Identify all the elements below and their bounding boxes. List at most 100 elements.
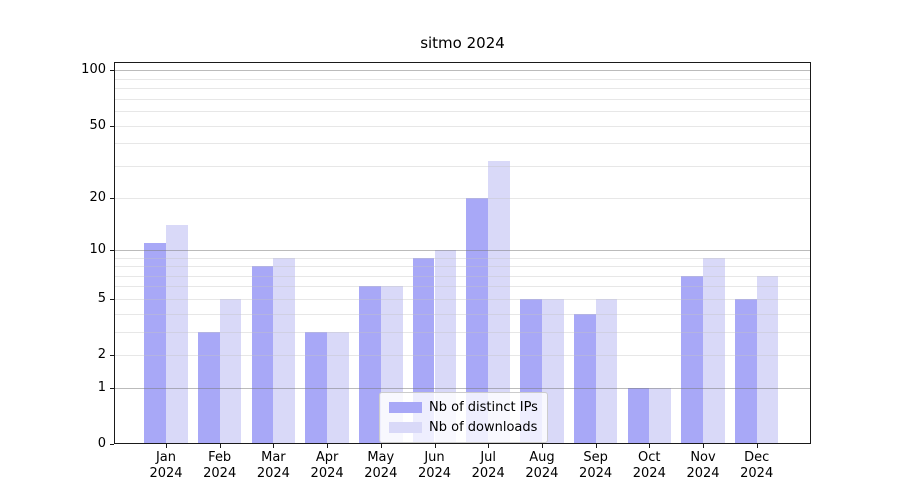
legend-item-distinct-ips: Nb of distinct IPs (389, 400, 538, 415)
y-tick-mark (110, 197, 114, 199)
bar-downloads-jan (166, 224, 188, 444)
x-tick-month: Aug (529, 450, 555, 465)
x-tick-year: 2024 (256, 466, 290, 481)
legend: Nb of distinct IPs Nb of downloads (379, 392, 548, 443)
chart-title: sitmo 2024 (420, 34, 505, 52)
x-tick-mark (273, 444, 275, 448)
bar-distinct-ips-mar (251, 266, 274, 444)
gridline-minor (114, 165, 811, 167)
x-tick-year: 2024 (203, 466, 237, 481)
y-tick-mark (110, 298, 114, 300)
x-tick-year: 2024 (579, 466, 613, 481)
x-tick-label: Feb 2024 (190, 450, 250, 482)
gridline-minor (114, 125, 811, 127)
bar-downloads-feb (219, 298, 242, 444)
y-tick-label: 20 (89, 189, 106, 205)
gridline-minor (114, 88, 811, 90)
x-tick-label: Aug 2024 (512, 450, 572, 482)
bar-downloads-nov (703, 257, 725, 444)
y-tick-mark (110, 125, 114, 127)
gridline-minor (114, 98, 811, 100)
x-tick-month: Jan (155, 450, 177, 465)
x-tick-label: Jul 2024 (458, 450, 518, 482)
y-tick-label: 2 (97, 347, 106, 363)
x-tick-month: Nov (690, 450, 716, 465)
y-tick-label: 100 (81, 62, 106, 78)
y-tick-label: 1 (97, 379, 106, 395)
gridline-minor (114, 78, 811, 80)
bar-distinct-ips-sep (573, 313, 596, 444)
y-tick-label: 50 (89, 117, 106, 133)
x-tick-month: Jul (480, 450, 497, 465)
x-tick-mark (219, 444, 221, 448)
x-tick-mark (703, 444, 704, 448)
x-tick-mark (649, 444, 651, 448)
x-tick-year: 2024 (149, 466, 183, 481)
x-tick-year: 2024 (686, 466, 720, 481)
legend-label-downloads: Nb of downloads (429, 420, 538, 435)
y-tick-mark (110, 355, 114, 357)
x-tick-month: Jun (424, 450, 445, 465)
x-tick-mark (488, 444, 490, 448)
bar-downloads-apr (327, 331, 349, 444)
x-tick-month: Mar (261, 450, 286, 465)
y-tick-mark (110, 387, 114, 389)
bar-distinct-ips-feb (197, 331, 220, 444)
x-tick-label: Nov 2024 (673, 450, 733, 482)
bar-downloads-mar (273, 257, 296, 444)
x-tick-label: Dec 2024 (727, 450, 787, 482)
x-tick-month: Oct (638, 450, 661, 465)
y-tick-mark (110, 444, 114, 445)
gridline-major (114, 249, 811, 251)
bar-downloads-oct (649, 387, 672, 444)
gridline-major (114, 70, 811, 72)
legend-swatch-downloads (389, 422, 422, 433)
x-tick-label: Sep 2024 (566, 450, 626, 482)
y-tick-mark (110, 70, 114, 72)
x-tick-year: 2024 (740, 466, 774, 481)
bar-distinct-ips-nov (681, 275, 703, 444)
x-tick-year: 2024 (525, 466, 559, 481)
x-tick-mark (541, 444, 543, 448)
y-tick-label: 10 (89, 241, 106, 257)
gridline-minor (114, 197, 811, 199)
bar-distinct-ips-oct (627, 387, 650, 444)
bar-downloads-jul (488, 160, 510, 444)
gridline-minor (114, 143, 811, 145)
x-tick-year: 2024 (364, 466, 398, 481)
x-tick-year: 2024 (471, 466, 505, 481)
bar-distinct-ips-dec (734, 298, 757, 444)
x-tick-label: Jan 2024 (136, 450, 196, 482)
gridline-minor (114, 111, 811, 113)
bar-distinct-ips-jul (466, 197, 489, 444)
x-tick-mark (756, 444, 758, 448)
x-tick-mark (327, 444, 329, 448)
x-tick-mark (166, 444, 167, 448)
x-tick-month: Feb (208, 450, 232, 465)
x-tick-year: 2024 (310, 466, 344, 481)
x-tick-label: Apr 2024 (297, 450, 357, 482)
x-tick-mark (595, 444, 597, 448)
y-tick-label: 5 (97, 290, 106, 306)
x-tick-month: Sep (583, 450, 608, 465)
x-tick-month: May (367, 450, 395, 465)
bar-distinct-ips-jan (144, 242, 166, 444)
legend-label-distinct-ips: Nb of distinct IPs (429, 400, 538, 415)
bar-downloads-sep (595, 298, 618, 444)
x-tick-year: 2024 (417, 466, 452, 481)
x-tick-month: Dec (744, 450, 770, 465)
x-tick-mark (434, 444, 436, 448)
legend-swatch-distinct-ips (389, 402, 422, 413)
y-tick-mark (110, 249, 114, 251)
x-tick-mark (380, 444, 382, 448)
x-tick-label: Jun 2024 (405, 450, 465, 482)
x-tick-label: Oct 2024 (619, 450, 679, 482)
x-tick-year: 2024 (632, 466, 666, 481)
bar-downloads-dec (756, 275, 779, 444)
legend-item-downloads: Nb of downloads (389, 420, 538, 435)
x-tick-month: Apr (315, 450, 339, 465)
y-tick-label: 0 (97, 436, 106, 451)
plot-area: Nb of distinct IPs Nb of downloads (114, 62, 811, 444)
bar-distinct-ips-may (359, 286, 381, 444)
